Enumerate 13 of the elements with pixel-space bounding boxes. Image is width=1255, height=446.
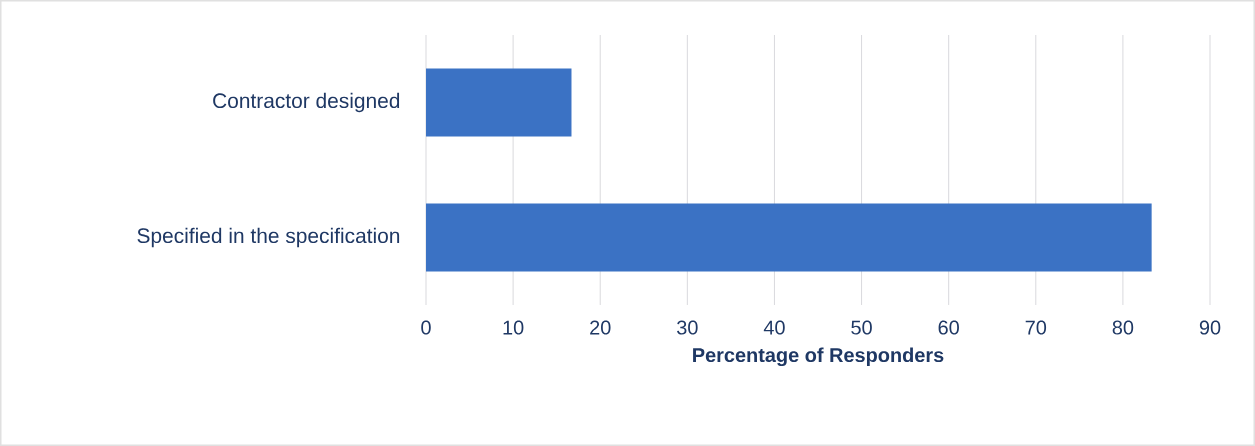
x-tick-label: 80 [1112,320,1134,335]
x-tick-label: 10 [503,320,524,335]
y-tick-label: Specified in the specification [137,227,400,248]
x-tick-label: 90 [1199,320,1221,335]
x-tick-label: 20 [590,320,611,335]
x-tick-label: 70 [1025,320,1047,335]
y-tick-label: Contractor designed [213,92,400,113]
x-tick-label: 40 [763,320,785,335]
x-tick-label: 0 [421,320,431,335]
x-axis-title: Percentage of Responders [693,347,944,367]
x-tick-label: 60 [938,320,959,335]
x-tick-label: 50 [851,320,872,335]
x-tick-label: 30 [677,320,698,335]
